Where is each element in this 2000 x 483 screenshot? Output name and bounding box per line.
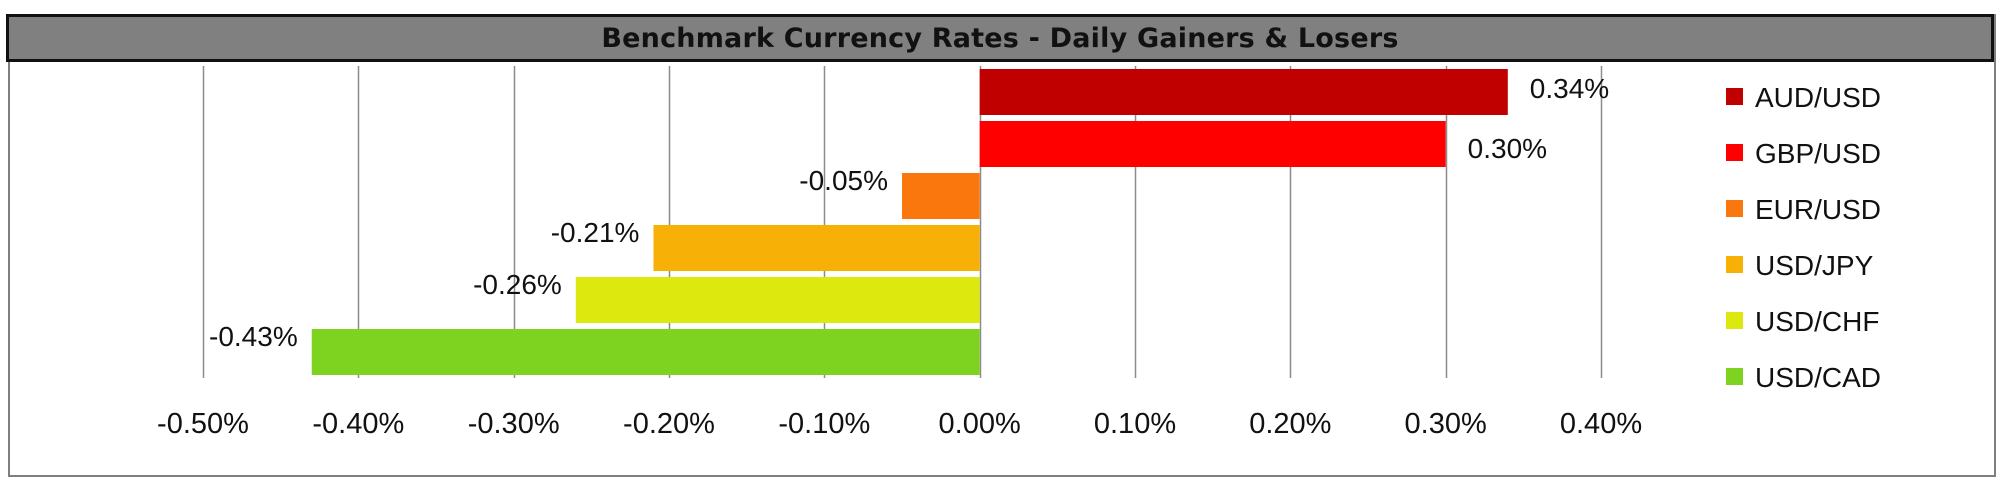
bar-aud-usd xyxy=(979,69,1508,115)
legend-label-eur-usd: EUR/USD xyxy=(1755,194,1881,225)
legend-label-usd-cad: USD/CAD xyxy=(1755,362,1881,393)
bar-usd-jpy xyxy=(653,225,980,271)
gridlines xyxy=(202,66,1603,378)
legend-swatch-usd-jpy xyxy=(1726,256,1743,273)
bar-eur-usd xyxy=(902,173,980,219)
x-tick-label: 0.30% xyxy=(1405,408,1487,440)
data-label-usd-cad: -0.43% xyxy=(209,321,298,352)
legend-swatch-gbp-usd xyxy=(1726,144,1743,161)
legend: AUD/USD GBP/USD EUR/USD USD/JPY USD/CHF USD/C… xyxy=(1726,82,1881,393)
chart-title: Benchmark Currency Rates - Daily Gainers… xyxy=(601,22,1399,54)
data-label-gbp-usd: 0.30% xyxy=(1468,133,1547,164)
data-label-eur-usd: -0.05% xyxy=(799,165,888,196)
chart-title-bar: Benchmark Currency Rates - Daily Gainers… xyxy=(6,14,1994,62)
legend-swatch-aud-usd xyxy=(1726,88,1743,105)
x-tick-label: 0.00% xyxy=(939,408,1021,440)
legend-swatch-eur-usd xyxy=(1726,200,1743,217)
data-label-aud-usd: 0.34% xyxy=(1530,73,1609,104)
legend-label-usd-jpy: USD/JPY xyxy=(1755,250,1874,281)
legend-swatch-usd-chf xyxy=(1726,312,1743,329)
bar-usd-chf xyxy=(575,277,980,323)
data-label-usd-chf: -0.26% xyxy=(473,269,562,300)
data-label-usd-jpy: -0.21% xyxy=(551,217,640,248)
x-tick-label: 0.10% xyxy=(1094,408,1176,440)
x-axis-tick-labels: -0.50% -0.40% -0.30% -0.20% -0.10% 0.00% 0.10%… xyxy=(157,408,1642,440)
x-tick-label: 0.20% xyxy=(1249,408,1331,440)
x-tick-label: -0.30% xyxy=(468,408,560,440)
legend-label-gbp-usd: GBP/USD xyxy=(1755,138,1881,169)
bar-usd-cad xyxy=(311,329,980,375)
x-tick-label: 0.40% xyxy=(1560,408,1642,440)
bar-gbp-usd xyxy=(979,121,1446,167)
x-tick-label: -0.50% xyxy=(157,408,249,440)
x-tick-label: -0.20% xyxy=(623,408,715,440)
x-tick-label: -0.40% xyxy=(312,408,404,440)
x-tick-label: -0.10% xyxy=(778,408,870,440)
data-labels: 0.34% 0.30% -0.05% -0.21% -0.26% -0.43% xyxy=(209,73,1609,352)
legend-swatch-usd-cad xyxy=(1726,368,1743,385)
bars xyxy=(311,69,1508,375)
legend-label-usd-chf: USD/CHF xyxy=(1755,306,1879,337)
legend-label-aud-usd: AUD/USD xyxy=(1755,82,1881,113)
